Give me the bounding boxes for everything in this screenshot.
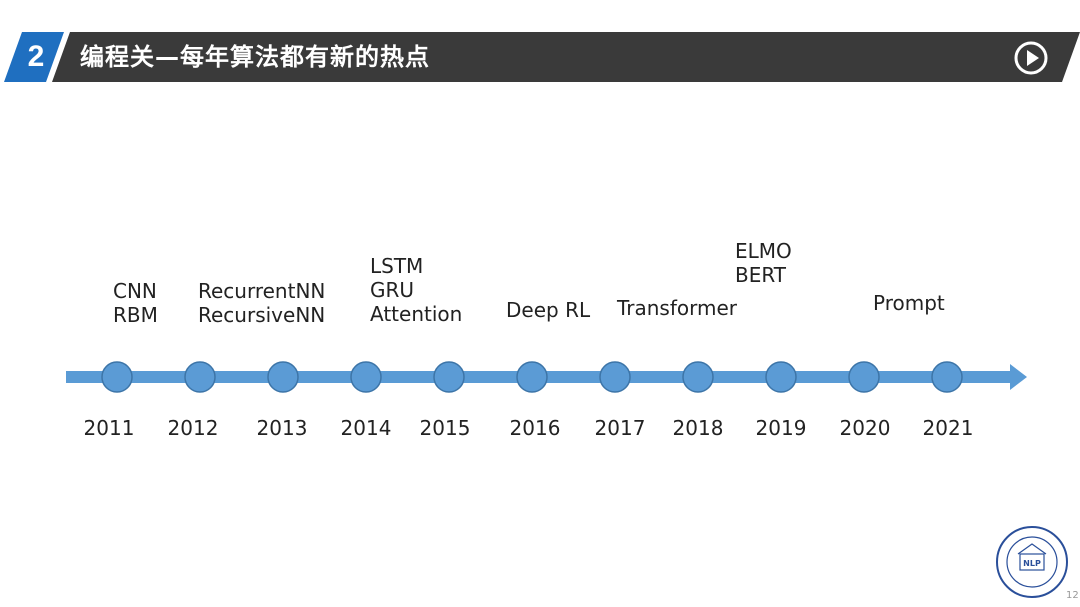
university-seal-logo: NLP bbox=[996, 526, 1068, 598]
timeline-node-2015 bbox=[433, 361, 465, 393]
timeline-node-2019 bbox=[765, 361, 797, 393]
timeline-node-2011 bbox=[101, 361, 133, 393]
year-label: 2019 bbox=[755, 416, 807, 440]
event-label: RecurrentNN bbox=[198, 279, 326, 303]
event-label: RecursiveNN bbox=[198, 303, 326, 327]
timeline-node-2014 bbox=[350, 361, 382, 393]
timeline-node-2020 bbox=[848, 361, 880, 393]
event-label: CNN bbox=[113, 279, 157, 303]
year-label: 2013 bbox=[256, 416, 308, 440]
year-label: 2018 bbox=[672, 416, 724, 440]
timeline-arrowhead bbox=[1010, 364, 1027, 390]
timeline-node-2012 bbox=[184, 361, 216, 393]
year-label: 2021 bbox=[922, 416, 974, 440]
section-number: 2 bbox=[27, 40, 45, 73]
play-circle-icon[interactable] bbox=[1013, 40, 1049, 76]
year-label: 2020 bbox=[839, 416, 891, 440]
page-number: 12 bbox=[1066, 590, 1079, 601]
svg-text:NLP: NLP bbox=[1023, 559, 1041, 568]
timeline-event: Deep RL bbox=[506, 298, 590, 322]
event-label: Prompt bbox=[873, 291, 945, 315]
event-label: GRU bbox=[370, 278, 415, 302]
year-label: 2016 bbox=[509, 416, 561, 440]
event-label: Attention bbox=[370, 302, 463, 326]
event-label: LSTM bbox=[370, 254, 424, 278]
year-label: 2017 bbox=[594, 416, 646, 440]
slide-title: 编程关—每年算法都有新的热点 bbox=[80, 43, 430, 71]
timeline bbox=[66, 361, 1027, 393]
timeline-node-2018 bbox=[682, 361, 714, 393]
header-band bbox=[4, 32, 1080, 82]
timeline-event: LSTM GRU Attention bbox=[370, 254, 462, 326]
timeline-event: Transformer bbox=[617, 296, 737, 320]
year-label: 2014 bbox=[340, 416, 392, 440]
timeline-event: ELMO BERT bbox=[735, 239, 792, 287]
event-label: Deep RL bbox=[506, 298, 591, 322]
event-label: BERT bbox=[735, 263, 787, 287]
year-label: 2012 bbox=[167, 416, 219, 440]
timeline-event: CNN RBM bbox=[113, 279, 158, 327]
event-label: ELMO bbox=[735, 239, 792, 263]
timeline-event: Prompt bbox=[873, 291, 945, 315]
timeline-node-2017 bbox=[599, 361, 631, 393]
year-label: 2011 bbox=[83, 416, 135, 440]
year-label: 2015 bbox=[419, 416, 471, 440]
timeline-event: RecurrentNN RecursiveNN bbox=[198, 279, 325, 327]
event-label: RBM bbox=[113, 303, 158, 327]
event-label: Transformer bbox=[617, 296, 738, 320]
timeline-node-2016 bbox=[516, 361, 548, 393]
timeline-node-2021 bbox=[931, 361, 963, 393]
timeline-node-2013 bbox=[267, 361, 299, 393]
